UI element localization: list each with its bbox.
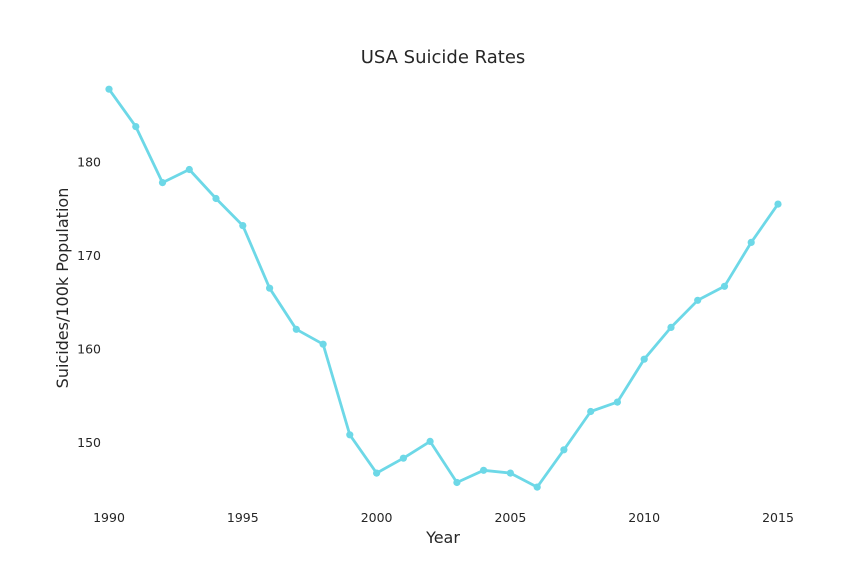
data-point bbox=[185, 165, 193, 174]
data-point bbox=[132, 123, 140, 131]
data-point bbox=[212, 194, 220, 203]
data-point bbox=[426, 437, 434, 445]
series-line bbox=[107, 87, 780, 489]
data-point bbox=[346, 431, 354, 439]
data-point bbox=[453, 478, 461, 487]
y-tick-label: 150 bbox=[77, 435, 101, 450]
y-axis-ticks: 150 160 170 180 bbox=[77, 155, 101, 450]
x-tick-label: 2010 bbox=[628, 510, 660, 525]
data-point bbox=[747, 238, 755, 246]
data-point bbox=[640, 355, 648, 363]
x-tick-label: 2005 bbox=[494, 510, 526, 525]
x-axis-label: Year bbox=[425, 528, 460, 547]
data-point bbox=[399, 454, 407, 462]
data-point bbox=[319, 340, 327, 348]
data-point bbox=[533, 483, 541, 491]
data-point bbox=[292, 325, 300, 333]
y-axis-label: Suicides/100k Population bbox=[53, 188, 72, 389]
plot-area bbox=[105, 85, 782, 491]
x-tick-label: 2015 bbox=[762, 510, 794, 525]
chart-title: USA Suicide Rates bbox=[361, 47, 526, 68]
data-point bbox=[720, 282, 729, 290]
data-point bbox=[694, 296, 702, 304]
data-point bbox=[480, 466, 488, 474]
data-point bbox=[506, 469, 514, 477]
data-point bbox=[105, 85, 113, 93]
data-point bbox=[667, 323, 675, 331]
data-point bbox=[774, 200, 782, 208]
x-tick-label: 1990 bbox=[93, 510, 125, 525]
x-axis-ticks: 1990 1995 2000 2005 2010 2015 bbox=[93, 510, 794, 525]
data-point bbox=[560, 446, 568, 454]
x-tick-label: 1995 bbox=[227, 510, 259, 525]
y-tick-label: 160 bbox=[77, 341, 101, 356]
data-point bbox=[613, 398, 622, 406]
data-point bbox=[373, 469, 381, 477]
data-point bbox=[239, 222, 247, 230]
x-tick-label: 2000 bbox=[361, 510, 393, 525]
data-point bbox=[587, 407, 595, 416]
y-tick-label: 180 bbox=[77, 155, 101, 170]
data-point bbox=[158, 179, 167, 187]
data-point bbox=[266, 284, 274, 292]
y-tick-label: 170 bbox=[77, 248, 101, 263]
